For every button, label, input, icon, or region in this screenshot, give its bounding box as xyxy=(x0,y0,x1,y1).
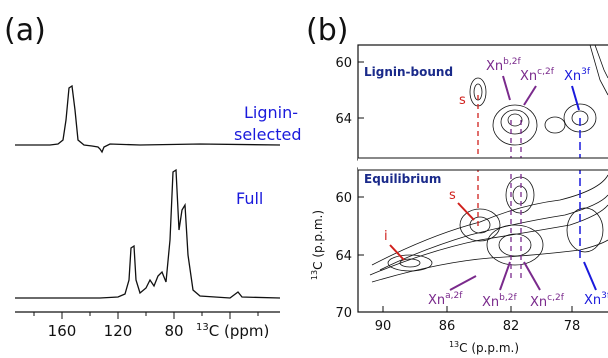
trace-label: Full xyxy=(236,189,263,208)
pointer xyxy=(502,75,511,101)
annotation: s xyxy=(459,93,466,108)
panel-label: (a) xyxy=(4,13,46,48)
pointer xyxy=(583,261,597,291)
trace-label: Lignin- xyxy=(244,103,298,122)
annotation: Xnb,2f xyxy=(482,293,517,310)
annotation: Xnb,2f xyxy=(486,57,521,74)
y-tick-label: 64 xyxy=(335,249,352,264)
axis-break xyxy=(358,158,608,170)
x-tick-label: 86 xyxy=(439,319,456,334)
annotation: Xn3f xyxy=(584,291,608,308)
contours xyxy=(469,44,608,146)
pointer xyxy=(523,261,541,291)
y-tick-label: 70 xyxy=(335,306,352,321)
pointer xyxy=(389,244,405,261)
pointer xyxy=(449,275,477,291)
y-tick-label: 60 xyxy=(335,191,352,206)
x-tick-label: 160 xyxy=(48,322,77,340)
x-tick-label: 120 xyxy=(104,322,133,340)
box-title: Equilibrium xyxy=(364,172,441,186)
x-tick-label: 78 xyxy=(564,319,581,334)
annotation: i xyxy=(384,229,388,244)
annotation: Xnc,2f xyxy=(530,293,565,310)
x-tick-label: 82 xyxy=(503,319,520,334)
y-axis-label: 13C (p.p.m.) xyxy=(310,210,325,280)
x-axis-label: 13C (ppm) xyxy=(196,322,269,340)
contours xyxy=(369,174,608,283)
box-title: Lignin-bound xyxy=(364,65,453,79)
pointer xyxy=(499,261,511,291)
upper-spectrum xyxy=(15,84,281,154)
bottom-box xyxy=(357,167,608,313)
annotation: Xn3f xyxy=(564,67,591,84)
panel-label: (b) xyxy=(306,13,348,48)
y-tick-label: 64 xyxy=(335,112,352,127)
annotation: Xnc,2f xyxy=(520,67,555,84)
y-ticks xyxy=(358,61,364,256)
pointer xyxy=(523,85,537,106)
x-tick-label: 90 xyxy=(375,319,392,334)
annotation: Xna,2f xyxy=(428,291,463,308)
lower-spectrum xyxy=(15,168,281,299)
pointer xyxy=(457,202,475,221)
x-ticks xyxy=(382,306,573,312)
trace-label: selected xyxy=(234,125,302,144)
annotation: s xyxy=(449,188,456,203)
x-tick-label: 80 xyxy=(164,322,183,340)
pointer xyxy=(571,85,580,111)
x-ticks xyxy=(33,312,259,319)
y-tick-label: 60 xyxy=(335,56,352,71)
x-axis-label: 13C (p.p.m.) xyxy=(449,340,519,355)
